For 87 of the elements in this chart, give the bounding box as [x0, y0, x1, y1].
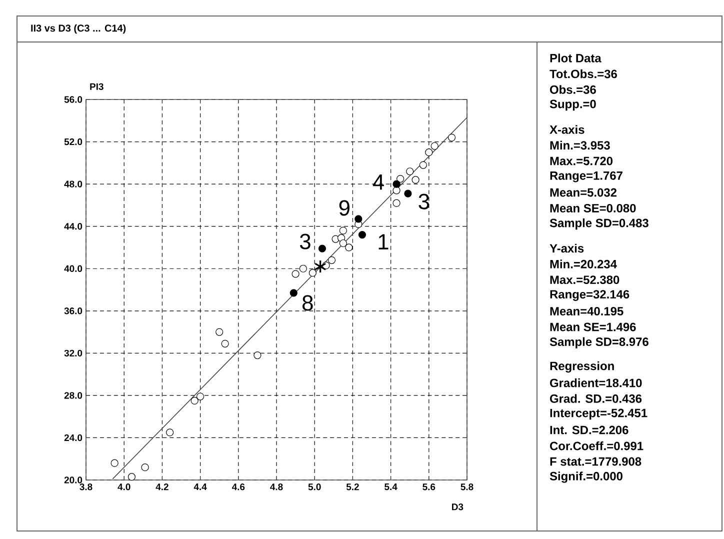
text: Sample SD=8.976 [550, 337, 648, 348]
text: Mean SE=0.080 [550, 204, 636, 212]
text: Regression [550, 361, 614, 373]
x-axis-title: D3 [452, 504, 464, 510]
point [166, 428, 174, 436]
text: Min.=20.234 [550, 260, 617, 268]
text: Signif.=0.000 [550, 472, 622, 483]
y-axis-title: PI3 [90, 83, 104, 90]
y-tick-label: 56.0 [64, 96, 82, 103]
point [328, 256, 336, 264]
point [345, 244, 353, 252]
annotation: 1 [378, 234, 388, 250]
x-tick-label: 5.2 [346, 484, 359, 490]
annotation: 3 [300, 234, 310, 250]
point [339, 226, 347, 234]
text: F stat.=1779.908 [550, 457, 642, 466]
text: Max.=52.380 [550, 276, 620, 284]
text: Tot.Obs.=36 [550, 69, 617, 78]
text: Gradient=18.410 [550, 378, 642, 388]
text: Cor.Coeff.=0.991 [550, 441, 644, 450]
point [216, 328, 224, 336]
text: Max.=5.720 [550, 156, 613, 166]
point [110, 459, 118, 467]
y-tick-label: 36.0 [64, 308, 82, 314]
annotation: 9 [339, 200, 350, 216]
annotation: 8 [302, 295, 313, 311]
y-tick-label: 48.0 [64, 180, 82, 188]
point [430, 142, 438, 150]
point [339, 239, 347, 248]
point [292, 270, 300, 278]
point [392, 180, 400, 188]
text: Range=1.767 [550, 171, 622, 182]
point [412, 176, 420, 184]
y-tick-label: 28.0 [64, 392, 82, 399]
text: Grad. SD.=0.436 [550, 394, 642, 403]
text: Mean=5.032 [550, 188, 617, 197]
text: Min.=3.953 [550, 140, 610, 150]
point [392, 186, 400, 194]
y-tick-label: 52.0 [64, 138, 82, 146]
x-tick-label: 5.0 [308, 484, 321, 490]
y-tick-label: 32.0 [64, 350, 82, 357]
x-tick-label: 4.2 [156, 484, 168, 490]
point [392, 199, 400, 207]
point [128, 473, 136, 481]
point [314, 260, 326, 274]
text: Y-axis [550, 244, 584, 253]
point [221, 340, 229, 348]
x-tick-label: 5.8 [460, 484, 474, 490]
point [290, 289, 298, 297]
y-tick-label: 44.0 [64, 222, 82, 230]
text: Intercept=-52.451 [550, 408, 648, 420]
x-tick-label: 4.0 [118, 484, 130, 490]
x-tick-label: 3.8 [80, 484, 92, 490]
text: Range=32.146 [550, 290, 630, 301]
text: Obs.=36 [550, 85, 596, 94]
x-tick-label: 4.8 [270, 484, 283, 490]
point [419, 161, 427, 169]
point [299, 264, 307, 272]
point [318, 244, 326, 252]
annotation: 3 [418, 194, 430, 210]
point [425, 148, 433, 156]
x-tick-label: 5.4 [384, 484, 398, 490]
y-tick-label: 24.0 [64, 434, 82, 442]
point [196, 392, 204, 400]
point [406, 168, 414, 176]
point [448, 134, 456, 142]
point [396, 174, 404, 183]
point [358, 230, 366, 239]
x-tick-label: 4.6 [232, 484, 245, 490]
point [254, 351, 262, 360]
text: Int. SD.=2.206 [550, 426, 628, 434]
point [308, 269, 316, 277]
point [190, 396, 198, 405]
chart-title: II3 vs D3 (C3 ... C14) [31, 24, 126, 34]
x-tick-label: 4.4 [194, 484, 207, 490]
text: Plot Data [550, 54, 602, 62]
text: Sample SD=0.483 [550, 218, 648, 230]
text: Mean SE=1.496 [550, 322, 636, 332]
point [354, 215, 362, 223]
point [404, 190, 412, 198]
y-tick-label: 40.0 [64, 265, 82, 272]
text: Supp.=0 [550, 100, 596, 111]
text: X-axis [550, 125, 584, 134]
x-tick-label: 5.6 [422, 484, 436, 490]
y-tick-label: 20.0 [64, 476, 82, 484]
text: Mean=40.195 [550, 306, 624, 316]
point [141, 464, 149, 472]
